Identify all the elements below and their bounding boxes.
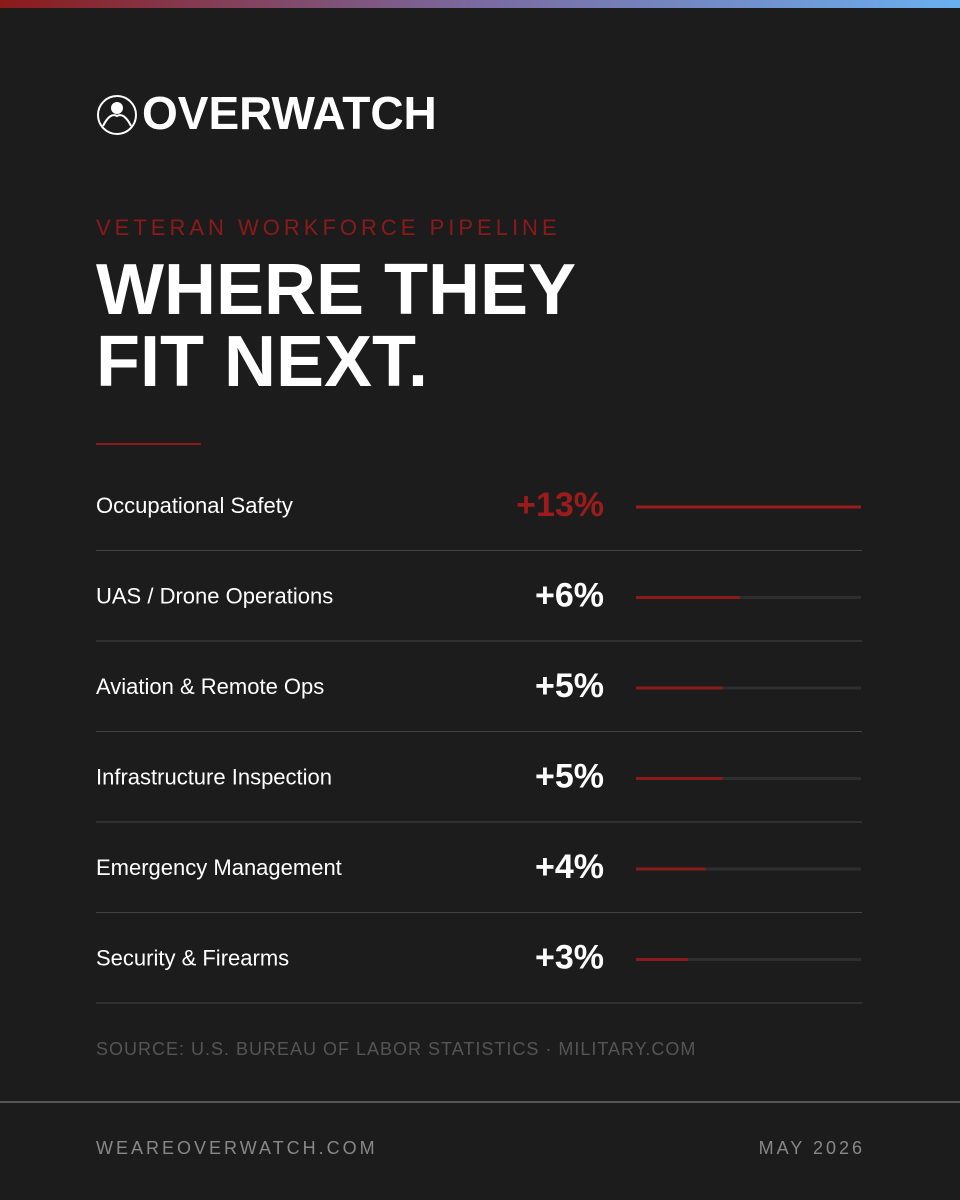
bar — [636, 686, 723, 690]
bar-track — [636, 867, 861, 871]
accent-rule — [96, 443, 201, 445]
bar-track — [636, 596, 861, 599]
bar-track — [636, 686, 861, 690]
bar-track — [636, 777, 861, 780]
value-label: +6% — [535, 576, 604, 614]
row-label: Infrastructure Inspection — [96, 764, 332, 789]
bar-track — [636, 958, 861, 961]
title-line: FIT NEXT. — [96, 322, 428, 402]
source: SOURCE: U.S. BUREAU OF LABOR STATISTICS … — [96, 1039, 696, 1059]
value-label: +4% — [535, 848, 604, 886]
bar — [636, 867, 706, 871]
subtitle: VETERAN WORKFORCE PIPELINE — [96, 215, 561, 240]
value-label: +5% — [535, 667, 604, 705]
bar — [636, 777, 723, 780]
row-label: Occupational Safety — [96, 493, 293, 518]
row-label: Security & Firearms — [96, 945, 289, 970]
footer-rule — [0, 1101, 960, 1103]
bar — [636, 505, 861, 509]
row-label: Aviation & Remote Ops — [96, 674, 324, 699]
row-divider — [96, 1002, 862, 1004]
footer-website: WEAREOVERWATCH.COM — [96, 1138, 378, 1158]
row-divider — [96, 640, 862, 642]
value-label: +3% — [535, 938, 604, 976]
row-divider — [96, 821, 862, 823]
bar — [636, 596, 740, 599]
row-label: UAS / Drone Operations — [96, 583, 333, 608]
brand: OVERWATCH — [142, 87, 437, 139]
value-label: +13% — [516, 486, 604, 524]
bar — [636, 958, 688, 961]
value-label: +5% — [535, 757, 604, 795]
row-divider — [96, 731, 862, 732]
row-divider — [96, 550, 862, 551]
logo-icon — [97, 95, 137, 135]
top-stripe — [0, 0, 960, 8]
footer-date: MAY 2026 — [759, 1138, 865, 1158]
row-label: Emergency Management — [96, 855, 342, 880]
title-line: WHERE THEY — [96, 250, 576, 330]
row-divider — [96, 912, 862, 913]
